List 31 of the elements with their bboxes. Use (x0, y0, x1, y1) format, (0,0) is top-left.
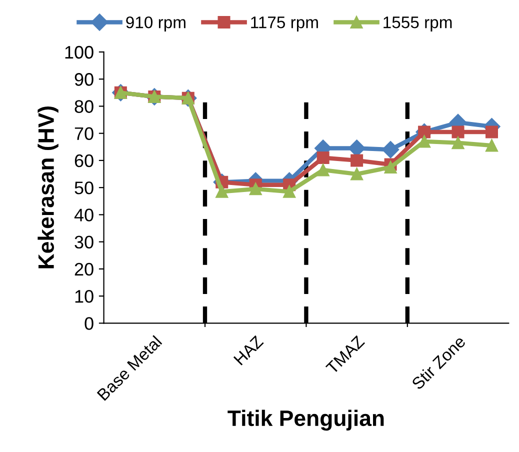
y-tick-label: 30 (74, 236, 94, 249)
point (249, 182, 262, 196)
point (452, 126, 464, 138)
point (350, 168, 364, 180)
point (283, 185, 296, 198)
point (486, 139, 498, 152)
y-tick-label: 0 (84, 317, 94, 330)
y-tick-label: 100 (65, 46, 94, 59)
point (418, 126, 431, 138)
legend-label: 910 rpm (126, 16, 186, 32)
point (382, 141, 400, 158)
y-tick-label: 70 (74, 127, 94, 140)
point (384, 160, 397, 174)
y-tick-label: 20 (74, 262, 94, 276)
point (316, 152, 330, 164)
legend-label: 1175 rpm (251, 16, 318, 32)
y-tick-label: 80 (74, 100, 94, 113)
point (216, 185, 228, 198)
point (486, 126, 498, 138)
y-tick-label: 60 (74, 154, 94, 168)
y-tick-label: 40 (74, 208, 94, 222)
legend-label: 1555 rpm (384, 16, 452, 32)
point (316, 164, 330, 176)
y-tick-label: 90 (74, 73, 94, 86)
point (418, 135, 431, 148)
y-tick-label: 10 (75, 290, 94, 303)
point (452, 136, 464, 150)
y-axis-title: Kekerasan (HV) (38, 106, 58, 268)
y-tick-label: 50 (74, 182, 94, 194)
x-axis-title: Titik Pengujian (228, 410, 384, 431)
point (350, 154, 364, 167)
